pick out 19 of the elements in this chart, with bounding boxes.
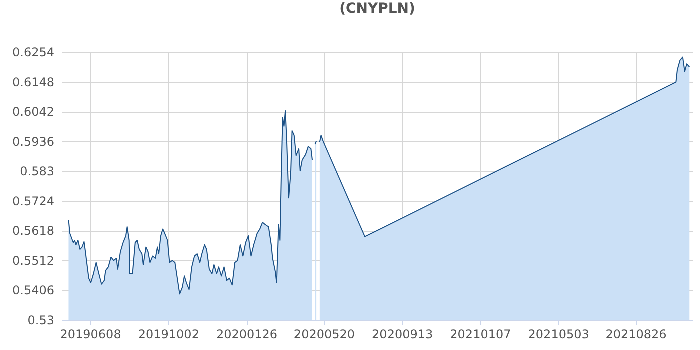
x-tick-label: 20210107	[450, 328, 512, 342]
y-tick-label: 0.6148	[12, 75, 54, 90]
y-tick-label: 0.6254	[12, 46, 54, 60]
x-tick-label: 20200520	[294, 328, 355, 342]
y-tick-label: 0.5936	[12, 134, 54, 149]
y-tick-label: 0.5724	[12, 194, 54, 208]
chart-title: (CNYPLN)	[340, 1, 416, 17]
y-tick-label: 0.5618	[12, 224, 54, 238]
x-tick-label: 20190608	[60, 328, 122, 342]
x-tick-label: 20200913	[372, 328, 434, 342]
y-tick-label: 0.53	[28, 314, 54, 328]
x-tick-label: 20210503	[528, 328, 590, 342]
x-tick-label: 20200126	[216, 328, 278, 342]
x-tick-label: 20210826	[606, 328, 667, 342]
y-tick-label: 0.5512	[12, 254, 54, 268]
y-tick-label: 0.5406	[12, 284, 54, 298]
y-tick-label: 0.583	[20, 164, 54, 179]
x-tick-label: 20191002	[138, 328, 200, 342]
y-tick-label: 0.6042	[12, 105, 54, 120]
